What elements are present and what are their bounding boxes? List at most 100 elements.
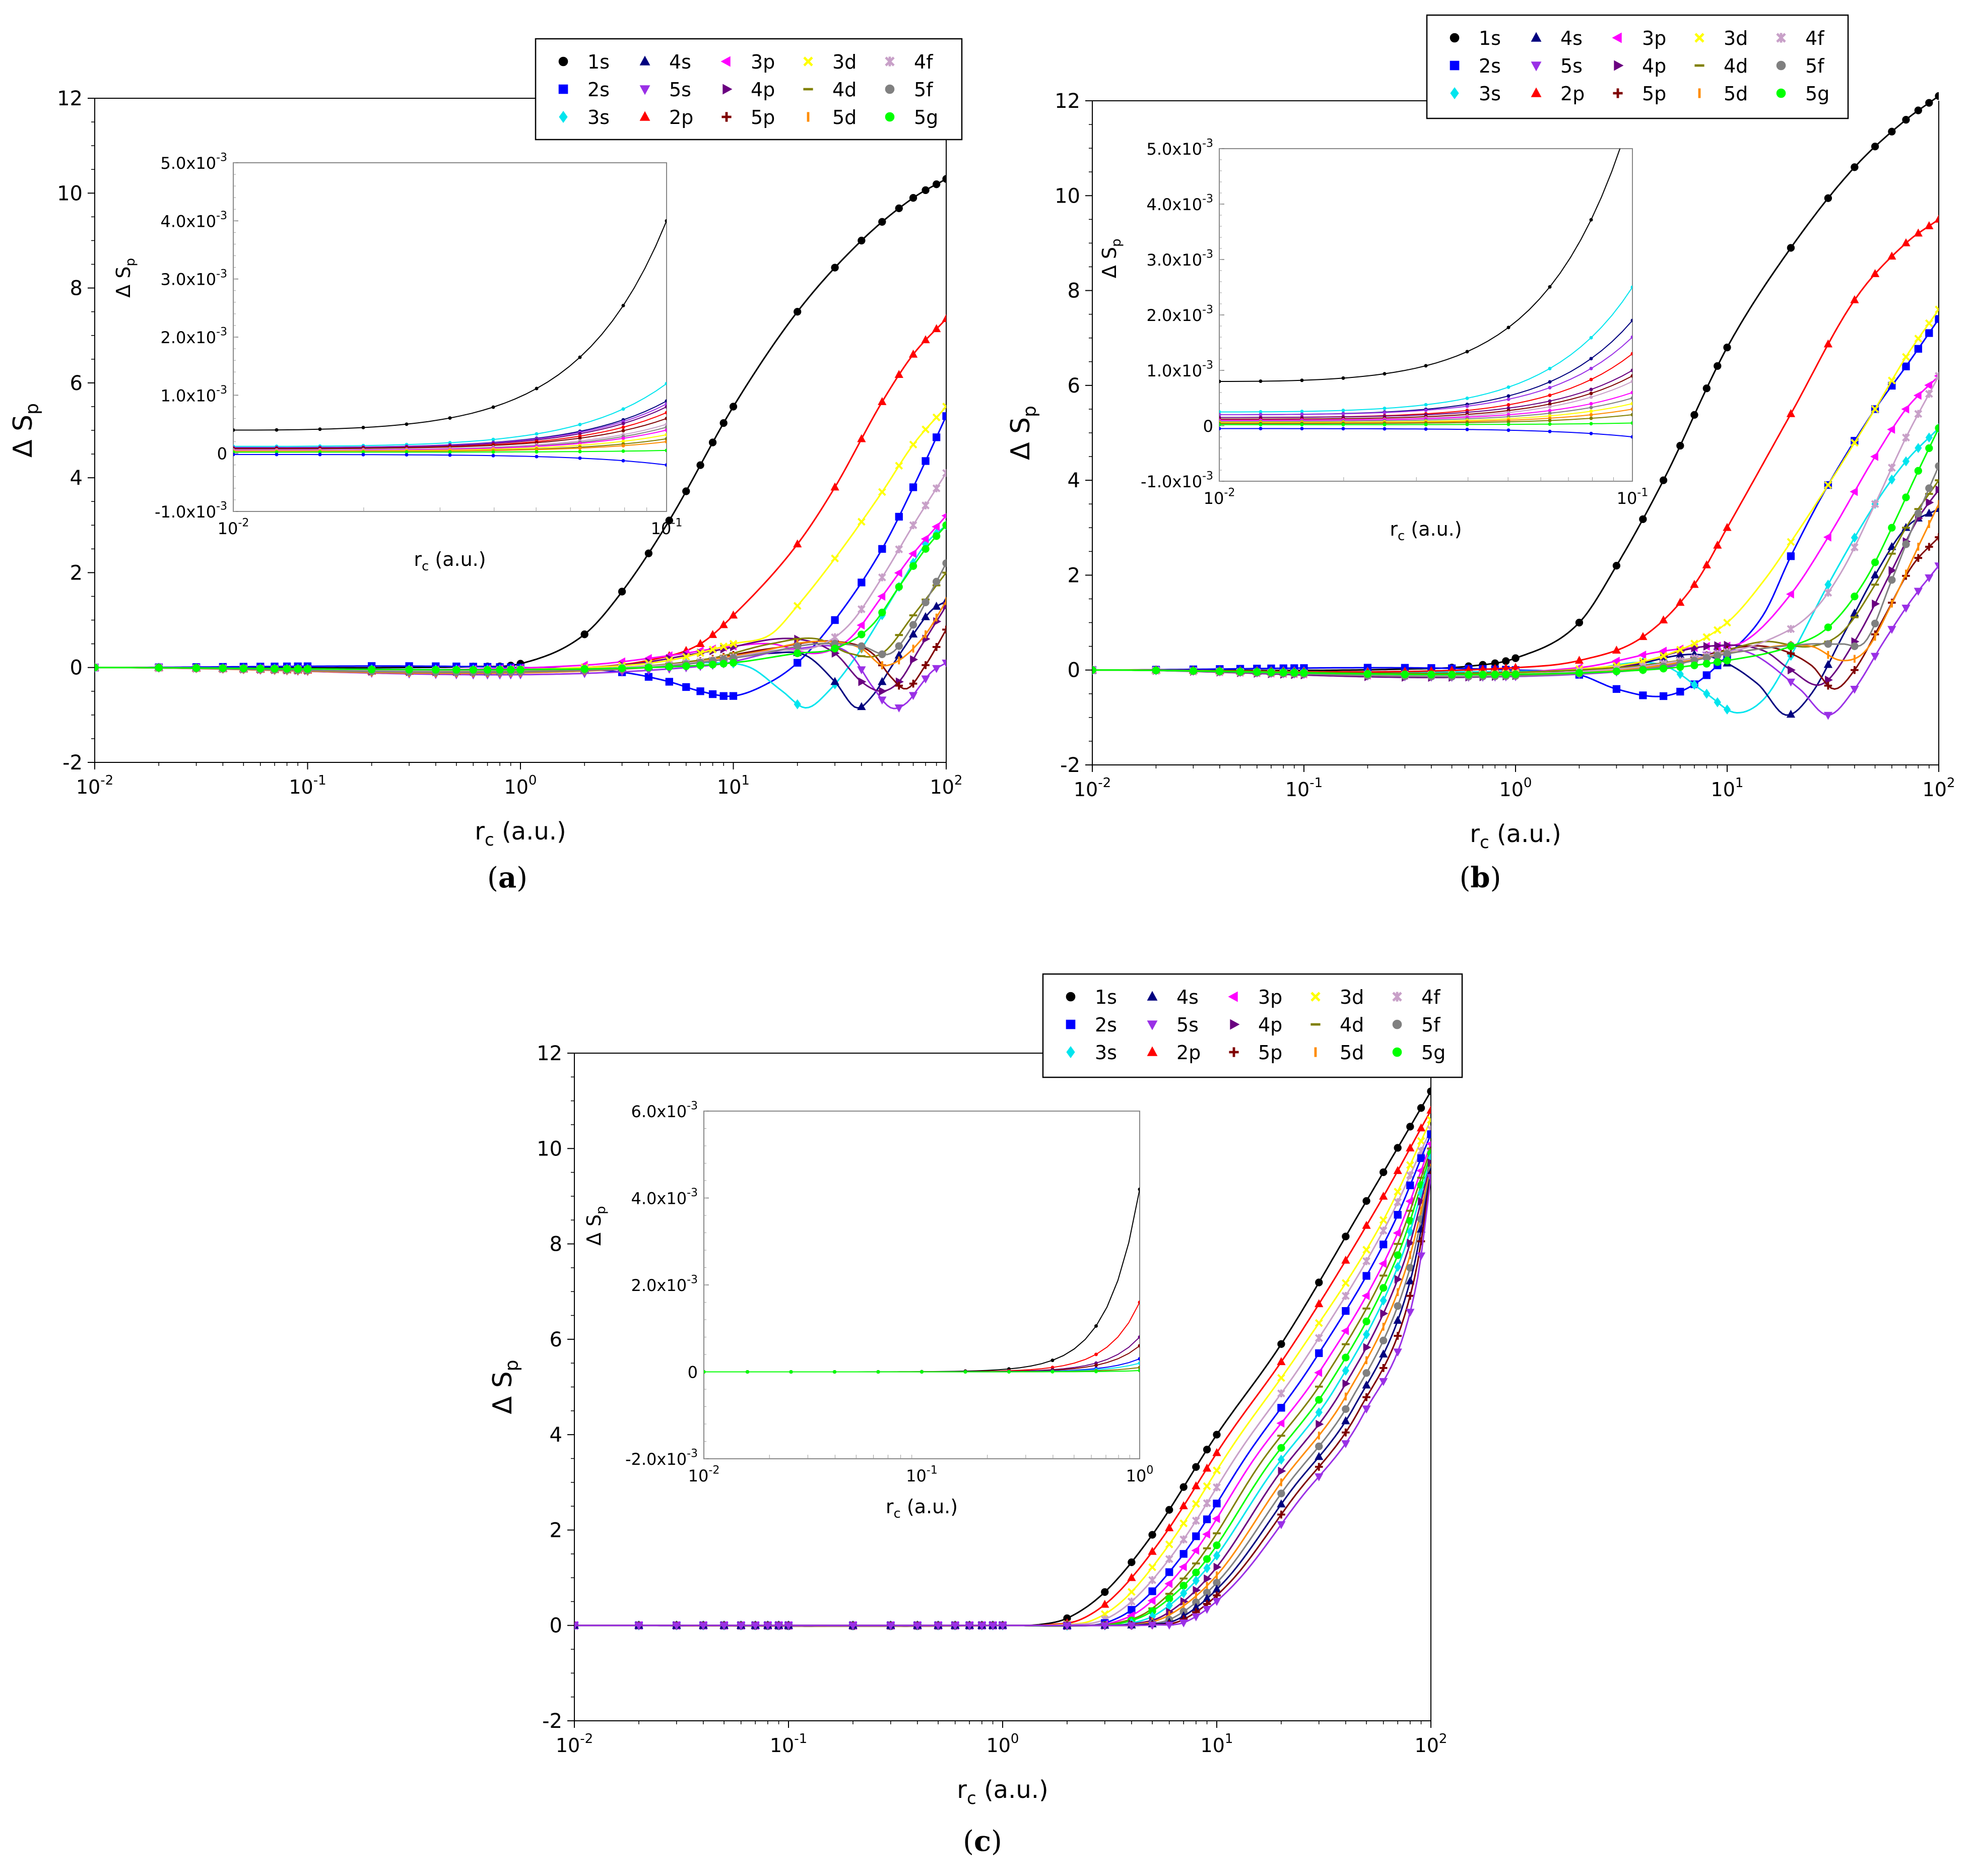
data-point-1s [1787, 244, 1795, 252]
inset-data-point-5p [578, 436, 582, 440]
legend-marker-5g [885, 112, 895, 122]
data-point-1s [580, 630, 588, 638]
data-point-3d [1213, 1466, 1221, 1474]
legend-marker-3p [720, 56, 731, 67]
legend: 1s 2s 3s 4s 5s 2p 3p 4p 5p 3d 4d 5d 4f 5f 5g [1042, 973, 1463, 1078]
data-point-3d [1887, 376, 1896, 384]
data-point-2p [1901, 238, 1911, 246]
legend: 1s 2s 3s 4s 5s 2p 3p 4p 5p 3d 4d 5d 4f 5f 5g [535, 38, 963, 141]
data-point-1s [1394, 1144, 1402, 1152]
data-point-5g [1491, 670, 1499, 679]
data-point-4p [1363, 1343, 1371, 1352]
data-point-5g [294, 665, 302, 673]
legend-label-3p: 3p [1258, 986, 1282, 1008]
data-point-5p [1787, 649, 1795, 658]
data-point-3s [1925, 432, 1933, 443]
inset-data-point-2s [405, 453, 409, 457]
data-point-3s [1180, 1588, 1188, 1598]
data-point-2p [1426, 1106, 1431, 1114]
data-point-5g [922, 545, 930, 553]
data-point-3d [1702, 633, 1711, 641]
data-point-3d [1148, 1563, 1156, 1572]
inset-data-point-2s [1300, 427, 1304, 431]
data-point-1s [1406, 1123, 1414, 1131]
legend-label-4s: 4s [669, 51, 691, 73]
data-point-5g [1362, 1317, 1370, 1326]
inset-y-tick-label: 0 [1203, 417, 1213, 436]
data-point-5g [580, 665, 588, 673]
data-point-5p [1914, 554, 1923, 562]
inset-data-point-1s [1589, 218, 1593, 222]
inset-data-point-5g [1300, 423, 1304, 427]
y-tick-label: 4 [550, 1424, 562, 1447]
data-point-3p [1426, 1141, 1431, 1147]
legend-marker-4p [723, 84, 733, 95]
inset-data-point-4s [1548, 380, 1552, 384]
data-point-5g [1236, 668, 1244, 676]
legend-marker-2s [1066, 1019, 1076, 1029]
data-point-5g [878, 608, 886, 617]
data-point-2p [1914, 228, 1923, 237]
legend-marker-4p [1614, 60, 1624, 71]
legend-label-4p: 4p [1258, 1014, 1282, 1036]
data-point-4f [1914, 410, 1923, 418]
legend-marker-2p [1531, 87, 1542, 97]
data-point-5g [155, 664, 163, 672]
inset-data-point-3s [1259, 410, 1263, 414]
data-point-4s [1315, 1452, 1324, 1460]
legend-label-5s: 5s [1176, 1014, 1199, 1036]
inset-data-point-4d [665, 437, 667, 441]
data-point-2p [1850, 295, 1859, 303]
inset-x-tick-label: 10-2 [688, 1464, 720, 1485]
inset-x-tick-label: 100 [1126, 1464, 1154, 1485]
data-point-5s [886, 1622, 895, 1631]
data-point-3p [908, 549, 916, 558]
data-point-3p [1850, 487, 1858, 496]
data-point-5s [878, 696, 887, 705]
inset-data-point-2p [1589, 377, 1593, 381]
inset-data-point-2s [535, 455, 539, 459]
y-tick-label: 12 [1055, 90, 1080, 113]
inset-data-point-5g [1506, 422, 1511, 426]
legend-label-3s: 3s [1479, 83, 1501, 105]
data-point-5g [1216, 667, 1224, 675]
panel-caption: (c) [963, 1825, 1002, 1858]
data-point-1s [1935, 92, 1939, 100]
inset-data-point-5g [1094, 1370, 1098, 1374]
inset-data-point-2p [665, 411, 667, 415]
data-point-2s [1639, 691, 1647, 699]
data-point-2s [858, 578, 866, 587]
data-point-2s [1902, 362, 1910, 370]
series-layer [95, 175, 946, 713]
inset-data-point-2s [578, 456, 582, 460]
data-point-5p [1362, 1393, 1370, 1401]
legend-label-2p: 2p [1560, 83, 1585, 105]
inset-data-point-3s [1548, 366, 1552, 370]
data-point-3p [1786, 590, 1794, 599]
legend-label-5f: 5f [1805, 55, 1825, 77]
inset-data-point-5p [1548, 402, 1552, 406]
data-point-3p [1164, 1579, 1173, 1588]
data-point-3p [1341, 1326, 1349, 1335]
inset-data-point-1s [448, 416, 452, 420]
data-point-3d [1787, 538, 1795, 546]
data-point-5s [921, 675, 930, 684]
data-point-5g [1253, 668, 1261, 676]
data-point-5g [1702, 660, 1711, 668]
inset-data-point-4f [1548, 405, 1552, 409]
data-point-3d [682, 653, 690, 661]
data-point-4p [1703, 642, 1712, 651]
inset-data-point-3p [621, 436, 625, 440]
data-point-3d [942, 403, 946, 411]
data-point-5f [1871, 619, 1879, 628]
data-point-4f [1935, 372, 1939, 380]
data-point-3p [894, 568, 902, 577]
data-point-2p [1202, 1463, 1212, 1472]
data-point-4p [858, 677, 867, 686]
x-tick-label: 102 [1923, 775, 1955, 801]
data-point-1s [696, 461, 704, 469]
inset-data-point-2s [1259, 427, 1263, 431]
data-point-5p [1935, 533, 1939, 541]
legend-label-1s: 1s [587, 51, 610, 73]
data-point-1s [1639, 515, 1647, 523]
